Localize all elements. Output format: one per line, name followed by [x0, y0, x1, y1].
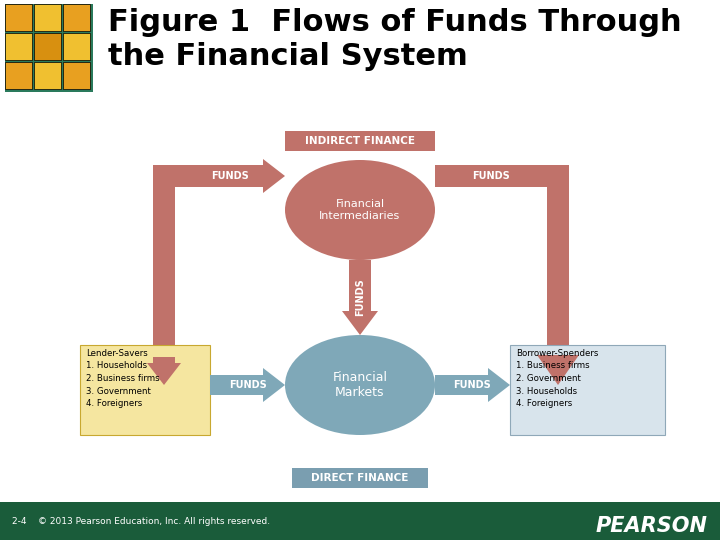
FancyArrow shape [210, 368, 285, 402]
Bar [63, 4, 90, 31]
FancyArrow shape [342, 260, 378, 335]
FancyArrow shape [537, 355, 579, 385]
Text: Lender-Savers
1. Households
2. Business firms
3. Government
4. Foreigners: Lender-Savers 1. Households 2. Business … [86, 349, 160, 408]
Bar [510, 345, 665, 435]
Bar [5, 33, 32, 60]
Bar [80, 345, 210, 435]
Bar [34, 4, 61, 31]
Text: FUNDS: FUNDS [454, 380, 491, 390]
Text: FUNDS: FUNDS [211, 171, 249, 181]
Ellipse shape [285, 160, 435, 260]
Text: 2-4    © 2013 Pearson Education, Inc. All rights reserved.: 2-4 © 2013 Pearson Education, Inc. All r… [12, 516, 270, 525]
Bar [435, 165, 547, 187]
Text: Financial
Intermediaries: Financial Intermediaries [320, 199, 400, 221]
Bar [63, 62, 90, 89]
Bar [63, 33, 90, 60]
Bar [34, 33, 61, 60]
Ellipse shape [285, 335, 435, 435]
Bar [5, 62, 32, 89]
Bar [5, 4, 32, 31]
Text: Borrower-Spenders
1. Business firms
2. Government
3. Households
4. Foreigners: Borrower-Spenders 1. Business firms 2. G… [516, 349, 598, 408]
Text: Financial
Markets: Financial Markets [333, 371, 387, 399]
FancyArrow shape [147, 357, 181, 385]
FancyArrow shape [175, 159, 285, 193]
Bar [292, 468, 428, 488]
Bar [547, 165, 569, 385]
Text: Figure 1  Flows of Funds Through: Figure 1 Flows of Funds Through [108, 8, 682, 37]
Bar [285, 131, 435, 151]
Text: DIRECT FINANCE: DIRECT FINANCE [311, 473, 409, 483]
Text: INDIRECT FINANCE: INDIRECT FINANCE [305, 136, 415, 146]
FancyArrow shape [435, 368, 510, 402]
Text: PEARSON: PEARSON [596, 516, 708, 536]
Text: FUNDS: FUNDS [229, 380, 266, 390]
Bar [153, 165, 175, 385]
Bar [34, 62, 61, 89]
Text: FUNDS: FUNDS [355, 279, 365, 316]
Bar [5, 4, 93, 92]
Bar [153, 165, 175, 187]
Bar [0, 502, 720, 540]
Text: FUNDS: FUNDS [472, 171, 510, 181]
Text: the Financial System: the Financial System [108, 42, 468, 71]
